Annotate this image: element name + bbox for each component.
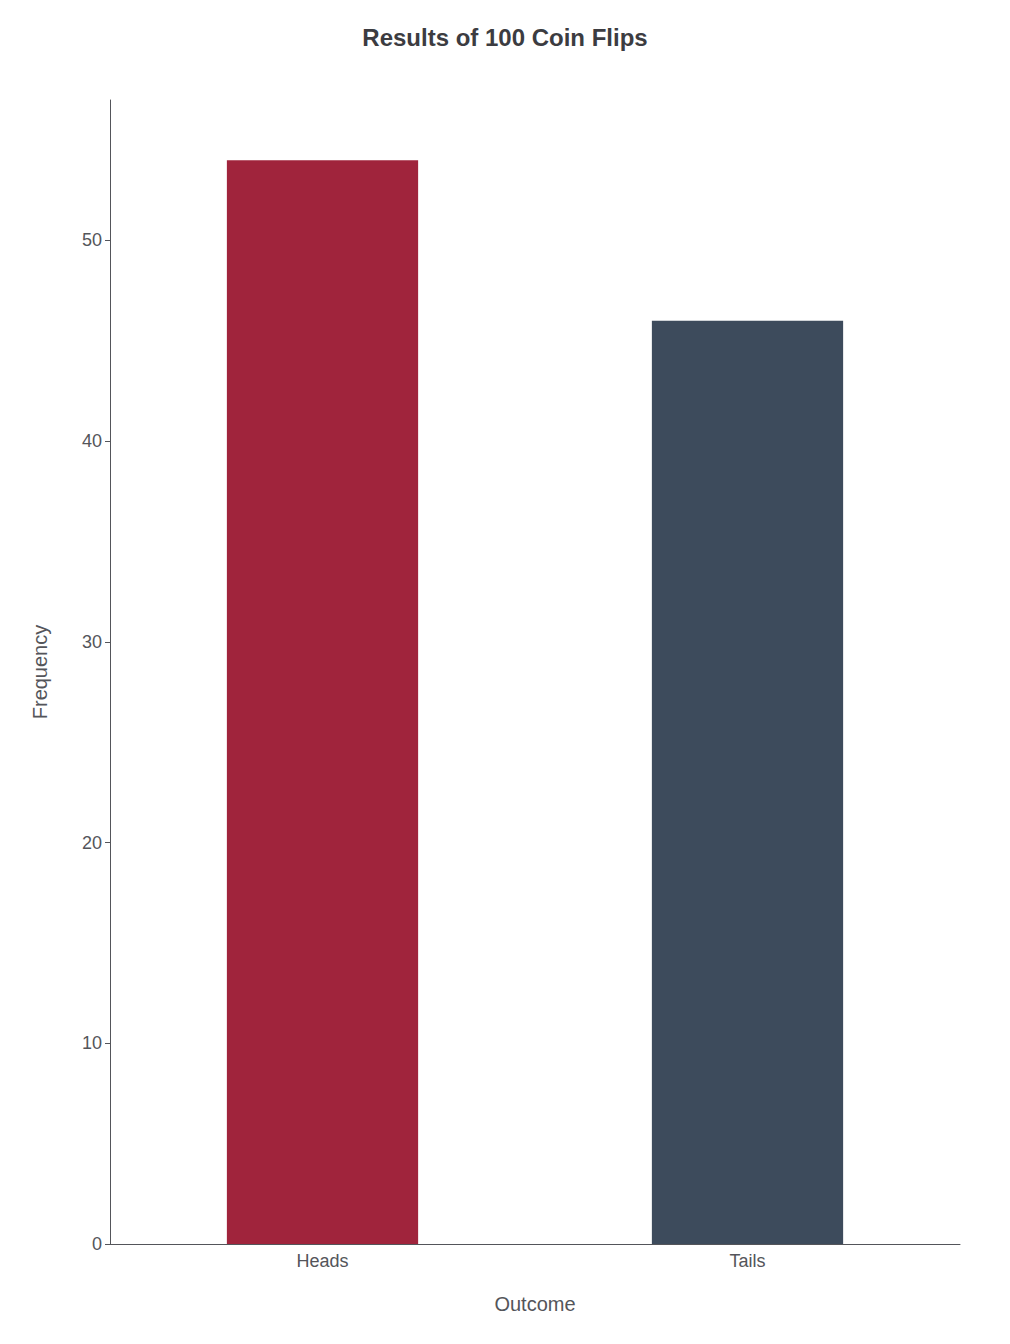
svg-text:40: 40 [82, 431, 102, 451]
svg-text:Outcome: Outcome [494, 1293, 575, 1315]
svg-text:Frequency: Frequency [29, 625, 51, 720]
svg-text:20: 20 [82, 833, 102, 853]
svg-text:0: 0 [92, 1234, 102, 1254]
svg-text:Tails: Tails [729, 1251, 765, 1271]
svg-text:10: 10 [82, 1033, 102, 1053]
svg-text:Results of 100 Coin Flips: Results of 100 Coin Flips [362, 24, 647, 51]
svg-text:Heads: Heads [296, 1251, 348, 1271]
svg-text:30: 30 [82, 632, 102, 652]
svg-text:50: 50 [82, 230, 102, 250]
